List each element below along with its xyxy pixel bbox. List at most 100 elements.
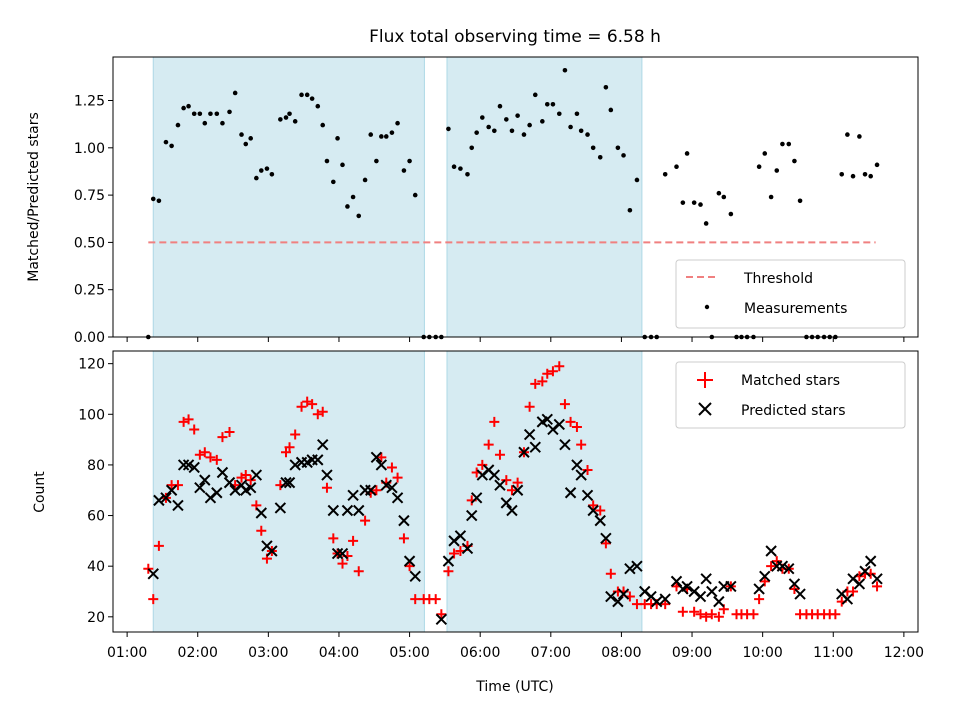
- matched-star-marker: [256, 525, 267, 536]
- predicted-star-marker: [255, 507, 267, 519]
- bottom-y-tick-label: 20: [87, 610, 105, 626]
- observing-window-1: [446, 56, 643, 338]
- matched-star-marker: [689, 606, 700, 617]
- matched-star-marker: [148, 594, 159, 605]
- matched-star-marker: [443, 566, 454, 577]
- measurement-point: [163, 139, 169, 145]
- predicted-star-marker: [859, 565, 871, 577]
- predicted-star-marker: [725, 580, 737, 593]
- top-y-ticks: 0.00 0.25 0.50 0.75 1.00 1.25: [74, 94, 113, 346]
- measurement-point: [797, 198, 803, 204]
- predicted-star-marker: [571, 459, 583, 471]
- bottom-y-ticks: 20 40 60 80 100 120: [78, 357, 113, 626]
- predicted-star-marker: [594, 514, 606, 527]
- predicted-stars-points: [147, 413, 883, 626]
- top-legend: Threshold Measurements: [675, 259, 906, 329]
- predicted-star-marker: [244, 481, 257, 494]
- measurement-point: [169, 143, 174, 149]
- matched-star-marker: [766, 561, 777, 572]
- measurement-point: [401, 168, 407, 173]
- predicted-star-marker: [575, 469, 587, 481]
- predicted-star-marker: [694, 590, 707, 603]
- predicted-star-marker: [327, 504, 340, 517]
- measurement-point: [532, 92, 538, 98]
- matched-star-marker: [321, 482, 332, 493]
- measurement-point: [278, 117, 283, 122]
- measurement-point: [451, 164, 457, 170]
- matched-star-marker: [296, 401, 307, 412]
- measurement-point: [780, 141, 785, 147]
- predicted-star-marker: [409, 570, 421, 583]
- predicted-star-marker: [587, 504, 599, 517]
- measurement-point: [662, 171, 668, 177]
- bottom-y-tick-label: 80: [87, 458, 105, 474]
- matched-star-marker: [547, 366, 558, 377]
- measurement-point: [197, 111, 203, 117]
- predicted-star-marker: [442, 555, 455, 567]
- measurement-point: [762, 151, 768, 156]
- matched-star-marker: [430, 594, 441, 605]
- predicted-star-marker: [312, 454, 324, 466]
- matched-star-marker: [317, 406, 328, 417]
- matched-star-marker: [410, 594, 421, 605]
- measurement-point: [345, 204, 350, 209]
- predicted-star-marker: [776, 560, 789, 572]
- predicted-star-marker: [199, 474, 211, 486]
- measurement-point: [839, 171, 845, 177]
- bottom-x-tick-label: 09:00: [672, 645, 712, 661]
- predicted-star-marker: [391, 492, 404, 504]
- bottom-x-tick-label: 02:00: [178, 645, 218, 661]
- predicted-star-marker: [274, 502, 287, 514]
- matched-star-marker: [576, 439, 587, 450]
- measurement-point: [684, 151, 690, 156]
- measurement-point: [621, 153, 626, 158]
- bottom-y-tick-label: 100: [78, 407, 105, 423]
- measurement-point: [227, 109, 232, 115]
- measurement-point: [287, 111, 292, 117]
- measurement-point: [350, 194, 356, 200]
- matched-star-marker: [872, 581, 883, 592]
- measurement-point: [497, 103, 503, 109]
- measurement-point: [698, 202, 703, 207]
- matched-star-marker: [748, 609, 759, 620]
- predicted-star-marker: [506, 504, 518, 517]
- matched-star-marker: [348, 535, 359, 546]
- measurement-point: [374, 158, 379, 164]
- predicted-star-marker: [454, 530, 467, 542]
- top-y-tick-label: 0.50: [74, 235, 105, 251]
- top-observing-windows: [152, 56, 643, 338]
- legend-measurements-label: Measurements: [744, 301, 847, 317]
- measurement-point: [254, 175, 259, 181]
- predicted-star-marker: [470, 492, 483, 504]
- measurement-point: [703, 221, 709, 226]
- measurement-point: [309, 96, 315, 101]
- predicted-star-marker: [681, 580, 693, 593]
- measurement-point: [395, 120, 400, 126]
- bottom-x-tick-label: 01:00: [107, 645, 147, 661]
- measurement-point: [509, 128, 515, 134]
- matched-star-marker: [240, 470, 251, 481]
- predicted-star-marker: [529, 441, 541, 453]
- measurement-point: [379, 134, 384, 139]
- predicted-star-marker: [488, 469, 501, 481]
- matched-star-marker: [754, 594, 765, 605]
- matched-star-marker: [183, 414, 194, 425]
- predicted-star-marker: [266, 545, 278, 557]
- top-legend-box: [675, 259, 906, 329]
- measurement-point: [857, 134, 862, 139]
- bottom-y-tick-label: 40: [87, 559, 105, 575]
- predicted-star-marker: [341, 504, 354, 517]
- predicted-star-marker: [165, 484, 178, 496]
- matched-star-marker: [337, 558, 348, 569]
- predicted-star-marker: [194, 481, 206, 494]
- predicted-star-marker: [713, 595, 725, 608]
- measurement-point: [474, 130, 479, 135]
- predicted-star-marker: [353, 504, 365, 517]
- measurement-point: [412, 192, 418, 198]
- matched-star-marker: [506, 485, 517, 496]
- predicted-star-marker: [398, 514, 410, 527]
- predicted-star-marker: [289, 459, 301, 471]
- matched-star-marker: [588, 500, 599, 511]
- predicted-star-marker: [553, 418, 565, 431]
- matched-star-marker: [199, 447, 210, 458]
